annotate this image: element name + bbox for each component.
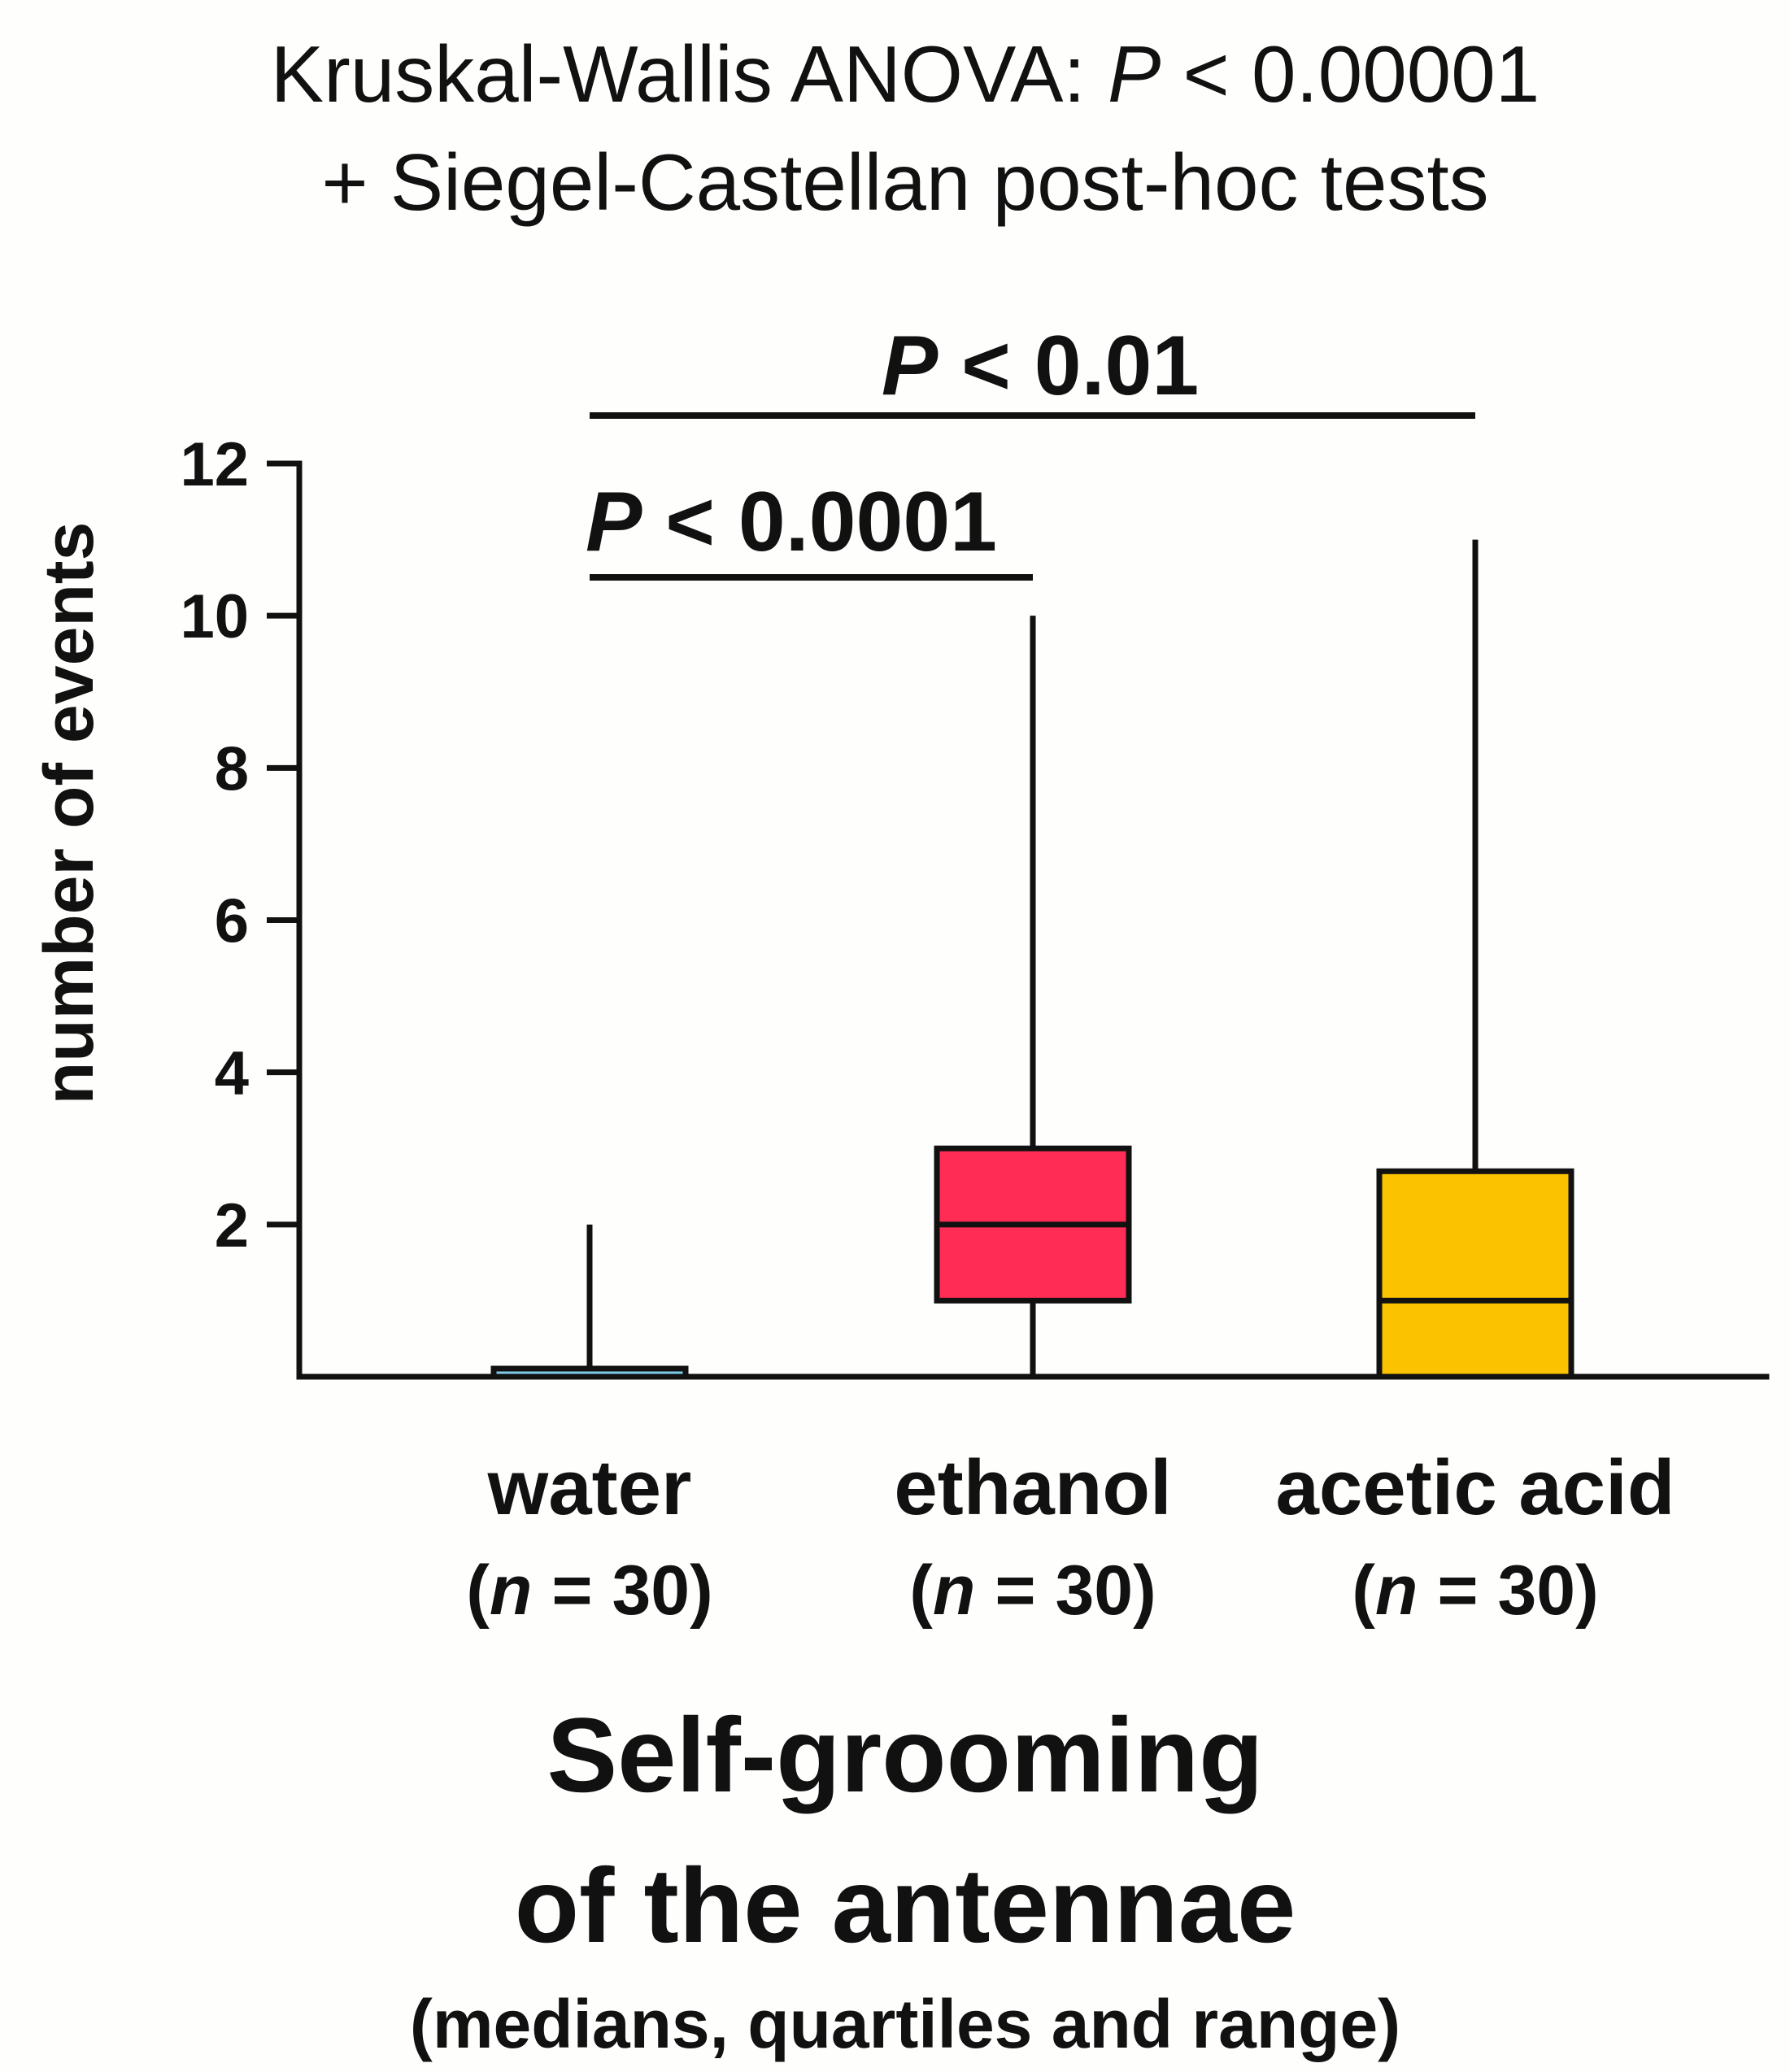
significance-brackets: P < 0.0001 P < 0.01 bbox=[586, 319, 1475, 581]
y-tick-label: 8 bbox=[215, 734, 249, 803]
significance-label: P < 0.01 bbox=[882, 319, 1199, 413]
y-axis-ticks: 2 4 6 8 10 12 bbox=[180, 430, 299, 1260]
sample-size-label: (n = 30) bbox=[1352, 1552, 1599, 1630]
y-tick-label: 4 bbox=[215, 1039, 249, 1108]
iqr-box bbox=[1376, 1168, 1574, 1380]
chart-caption-line1: Self-grooming bbox=[547, 1695, 1263, 1814]
y-tick-label: 12 bbox=[180, 430, 249, 499]
box-acetic-acid bbox=[1376, 539, 1574, 1380]
category-label: water bbox=[487, 1444, 692, 1531]
sample-size-label: (n = 30) bbox=[466, 1552, 713, 1630]
chart-caption-subtitle: (medians, quartiles and range) bbox=[410, 1986, 1400, 2062]
y-tick-label: 6 bbox=[215, 887, 249, 956]
box-water bbox=[490, 1224, 689, 1380]
sample-size-label: (n = 30) bbox=[909, 1552, 1156, 1630]
figure-title-line1: Kruskal-Wallis ANOVA: P < 0.00001 bbox=[271, 29, 1540, 119]
y-axis-label: number of events bbox=[30, 522, 108, 1105]
iqr-box bbox=[490, 1365, 689, 1380]
category-label: ethanol bbox=[894, 1444, 1171, 1531]
boxes-group bbox=[490, 539, 1574, 1380]
significance-label: P < 0.0001 bbox=[586, 475, 997, 569]
significance-bracket: P < 0.01 bbox=[590, 319, 1475, 419]
box-ethanol bbox=[934, 616, 1132, 1377]
y-tick-label: 10 bbox=[180, 582, 249, 651]
figure-title-line2: + Siegel-Castellan post-hoc tests bbox=[321, 137, 1488, 227]
y-tick-label: 2 bbox=[215, 1191, 249, 1260]
category-labels: water (n = 30) ethanol (n = 30) acetic acid (… bbox=[466, 1444, 1675, 1630]
significance-bracket: P < 0.0001 bbox=[586, 475, 1033, 581]
chart-caption-line2: of the antennae bbox=[515, 1846, 1296, 1965]
category-label: acetic acid bbox=[1276, 1444, 1675, 1531]
